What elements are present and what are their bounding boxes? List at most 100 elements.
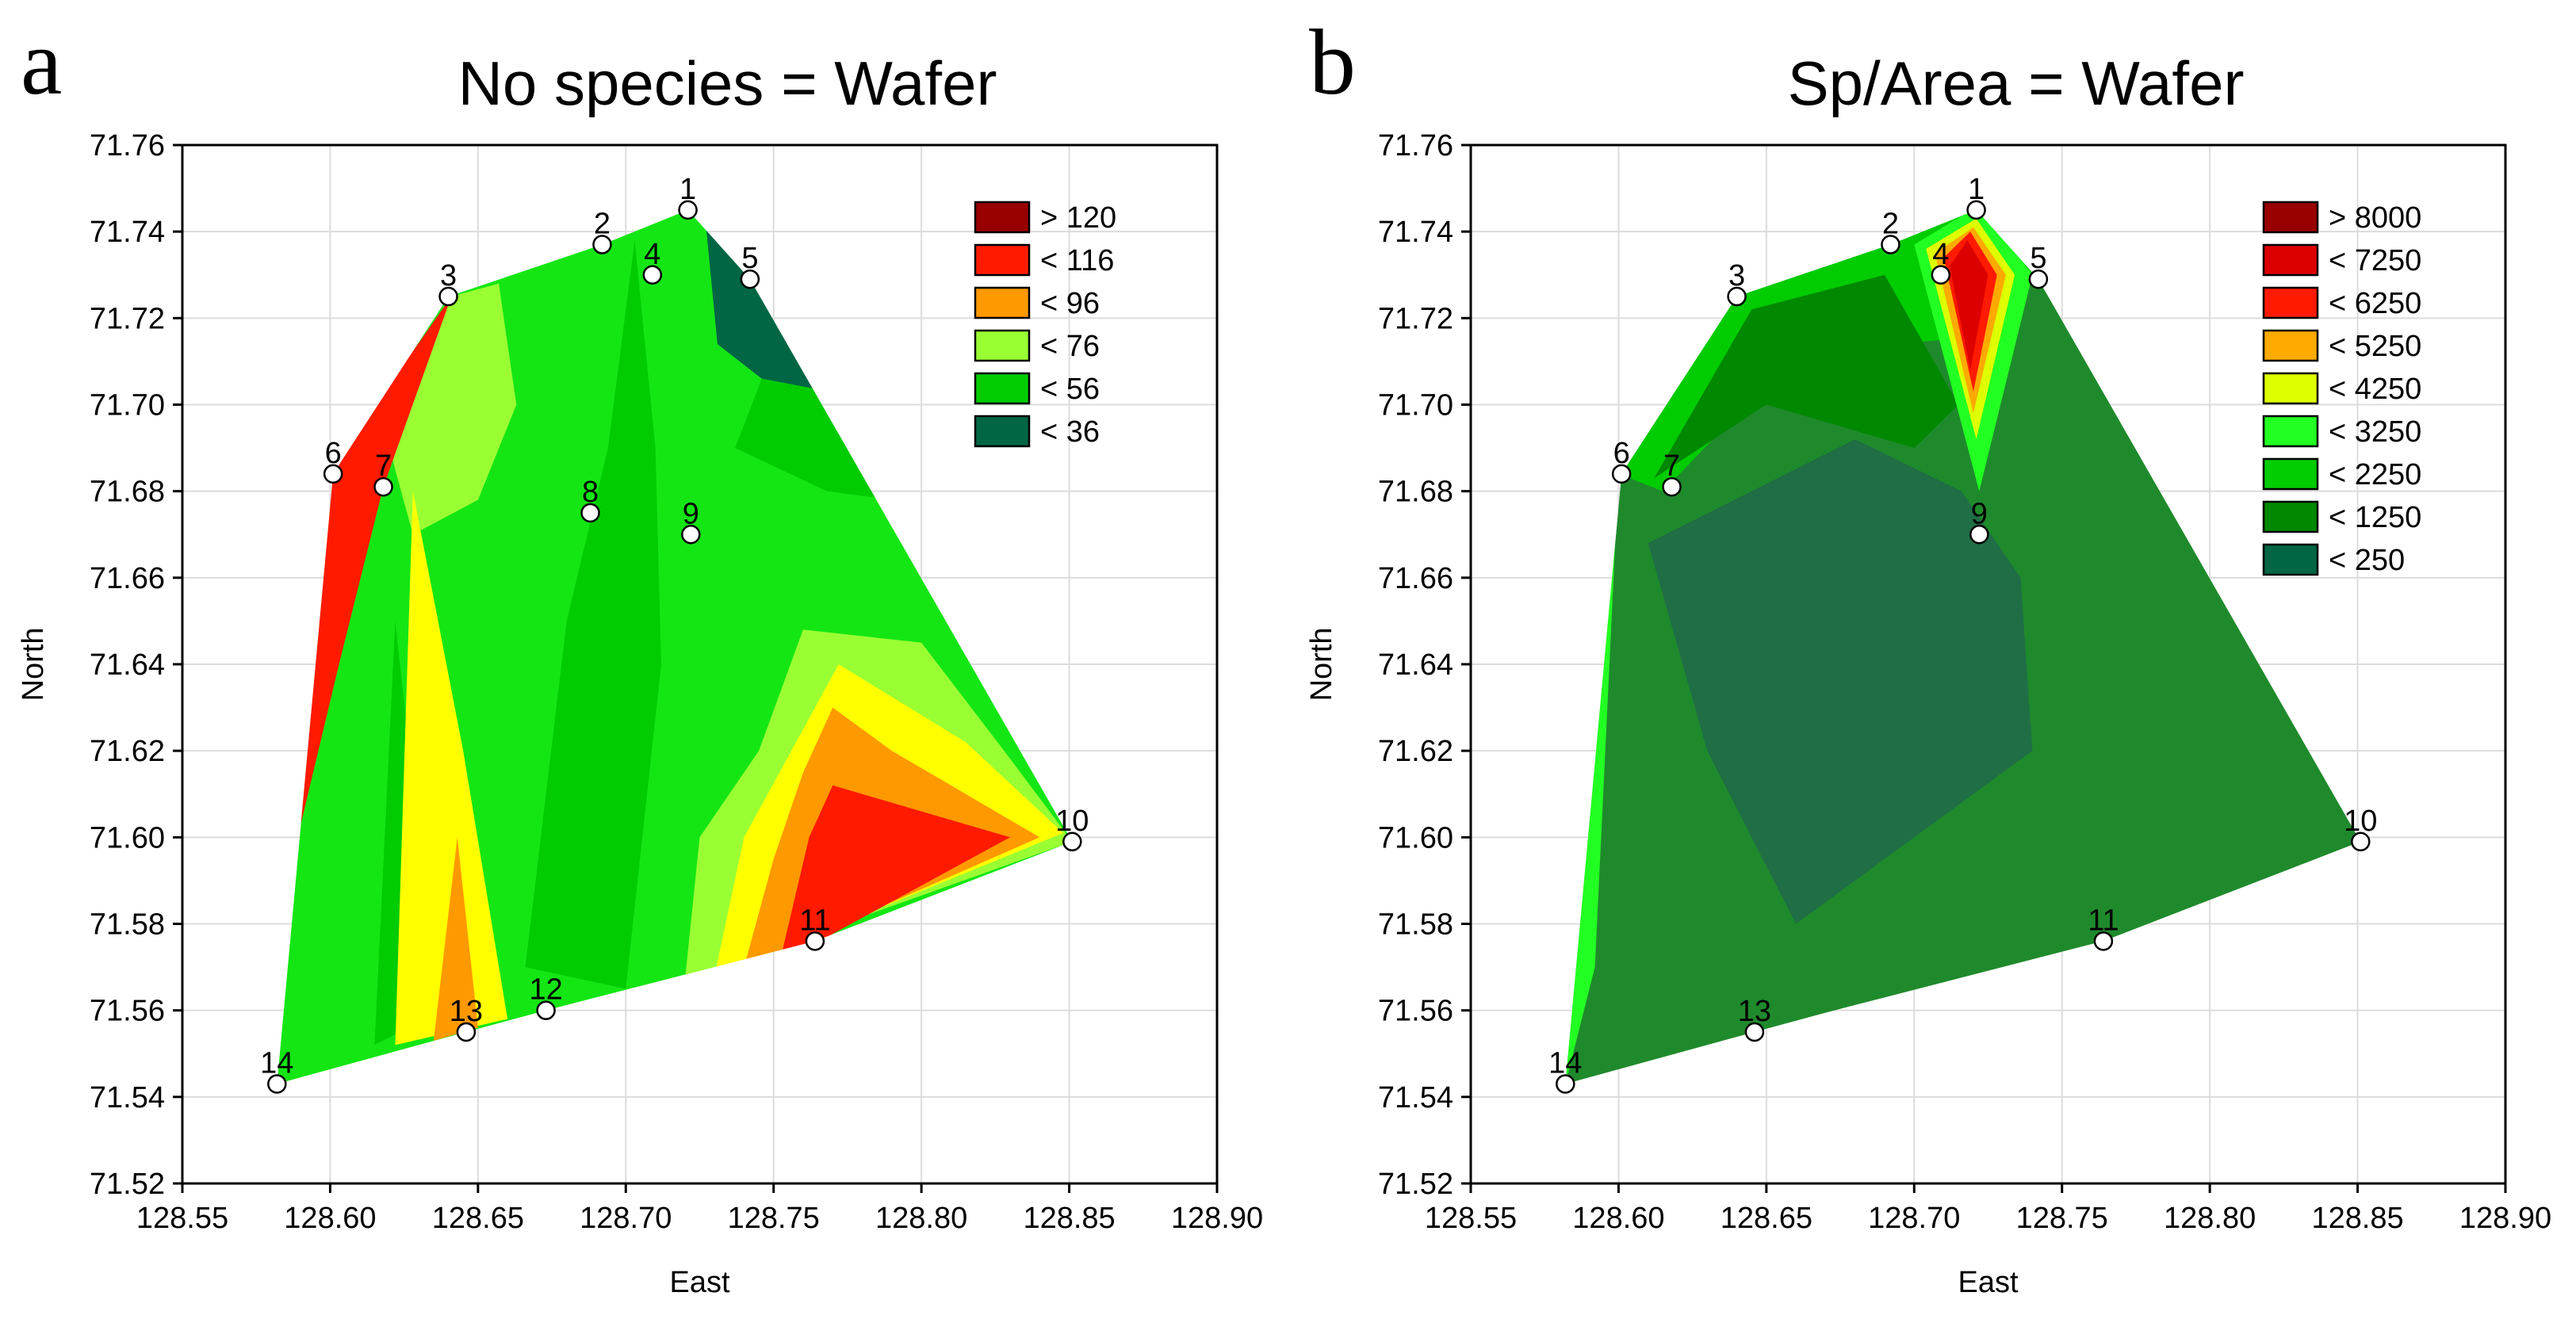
station-marker [438,286,458,307]
station-marker [805,931,825,951]
station-label: 4 [644,238,660,271]
contour-band [525,240,661,989]
y-tick-label: 71.60 [1378,821,1453,854]
station-marker [2351,832,2371,852]
station-marker [642,265,663,285]
legend-label: < 6250 [2329,287,2421,320]
legend-label: < 76 [1040,330,1100,363]
panel-letter: a [21,10,62,114]
station-label: 1 [1968,173,1985,206]
station-marker [1062,832,1082,852]
y-tick-label: 71.54 [1378,1081,1453,1114]
y-tick-label: 71.56 [1378,995,1453,1028]
contour-chart-b: 128.55 128.60 128.65 128.70 128.75 128.80 128.… [1305,10,2551,1299]
y-tick-label: 71.56 [90,995,165,1028]
station-marker [1881,235,1900,254]
station-label: 5 [741,242,758,275]
station-marker [1556,1074,1575,1094]
station-label: 3 [440,259,457,292]
legend-swatch [974,372,1031,405]
x-tick-label: 128.55 [1425,1202,1517,1235]
contour-fill-group [277,209,1073,1084]
legend-swatch [2262,201,2319,234]
station-marker [681,525,701,545]
x-tick-label: 128.75 [2016,1202,2108,1235]
legend-label: > 8000 [2329,201,2421,235]
panel-letter: b [1309,10,1356,114]
y-tick-label: 71.68 [90,476,165,509]
station-label: 5 [2030,242,2046,275]
station-marker [1931,265,1951,285]
y-tick-label: 71.76 [1378,129,1453,162]
contour-band [735,378,892,500]
chart-panel-a: 128.55 128.60 128.65 128.70 128.75 128.80 128.… [0,0,1288,1315]
station-marker [1662,476,1682,497]
x-tick-label: 128.80 [875,1202,967,1235]
chart-title: No species = Wafer [458,48,997,118]
station-label: 13 [1738,995,1771,1028]
station-label: 6 [325,437,342,470]
y-tick-label: 71.66 [1378,562,1453,595]
station-label: 10 [1055,805,1089,838]
x-tick-label: 128.80 [2164,1202,2256,1235]
station-label: 14 [1548,1046,1582,1080]
legend-swatch [2262,329,2319,362]
y-tick-label: 71.52 [1378,1168,1453,1201]
y-tick-label: 71.64 [90,648,165,682]
contour-band [297,296,452,838]
y-tick-label: 71.74 [1378,216,1453,249]
station-marker [592,235,612,254]
station-marker [536,1000,556,1020]
station-label: 6 [1613,437,1630,470]
x-tick-label: 128.65 [432,1202,524,1235]
station-marker [2028,269,2049,289]
legend-swatch [974,201,1031,234]
legend-label: < 96 [1040,287,1100,320]
contour-band [779,785,1010,963]
station-label: 7 [375,449,392,483]
station-label: 11 [799,904,830,937]
x-tick-label: 128.70 [580,1202,672,1235]
legend-label: < 7250 [2329,244,2421,277]
station-label: 7 [1663,449,1680,483]
legend-swatch [2262,500,2319,533]
y-tick-label: 71.66 [90,562,165,595]
x-tick-label: 128.60 [1572,1202,1664,1235]
x-tick-label: 128.55 [136,1202,228,1235]
legend-label: < 36 [1040,415,1100,449]
y-tick-label: 71.54 [90,1081,165,1114]
station-marker [580,503,600,523]
x-tick-label: 128.85 [1023,1202,1115,1235]
legend-swatch [2262,415,2319,448]
station-label: 2 [594,208,611,241]
legend-swatch [2262,543,2319,576]
station-marker [1969,525,1989,545]
legend-swatch [974,286,1031,319]
station-label: 11 [2088,904,2119,937]
legend-swatch [974,415,1031,448]
station-label: 1 [679,173,696,206]
y-tick-label: 71.60 [90,821,165,854]
contour-band [433,837,478,1041]
legend-label: < 56 [1040,373,1100,406]
y-tick-label: 71.76 [90,129,165,162]
x-tick-label: 128.90 [2459,1202,2551,1235]
legend-swatch [2262,372,2319,405]
legend-swatch [2262,286,2319,319]
legend-label: < 5250 [2329,330,2421,363]
y-tick-label: 71.68 [1378,476,1453,509]
chart-panel-b: 128.55 128.60 128.65 128.70 128.75 128.80 128.… [1288,0,2576,1315]
station-marker [2093,931,2114,951]
y-tick-label: 71.70 [90,389,165,422]
station-label: 9 [1971,497,1988,530]
station-label: 8 [582,476,599,509]
y-tick-label: 71.72 [90,302,165,335]
legend-label: < 2250 [2329,458,2421,491]
legend-label: < 1250 [2329,501,2421,534]
chart-title: Sp/Area = Wafer [1788,48,2245,118]
x-tick-label: 128.65 [1721,1202,1812,1235]
y-tick-label: 71.70 [1378,389,1453,422]
y-tick-label: 71.62 [90,735,165,768]
x-axis-label: East [669,1266,729,1299]
legend-label: < 4250 [2329,373,2421,406]
